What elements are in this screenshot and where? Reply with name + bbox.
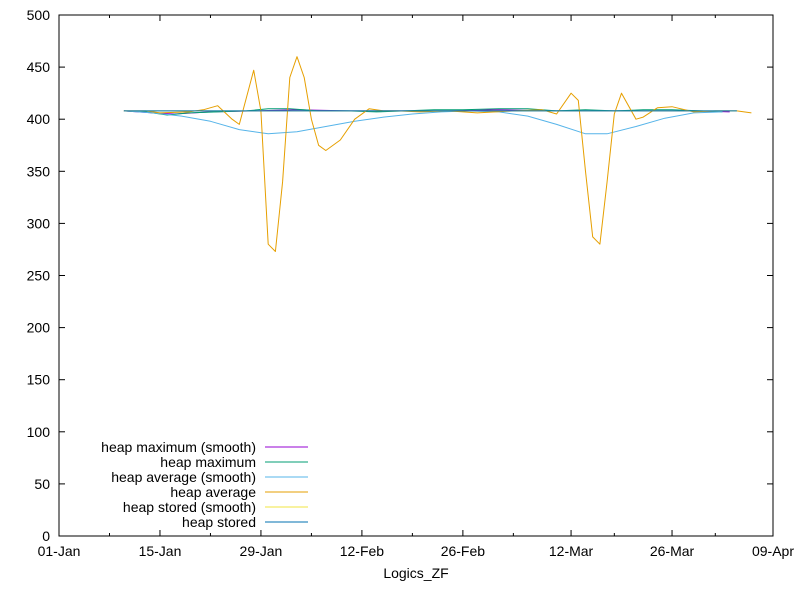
x-tick-label: 26-Feb — [441, 543, 486, 559]
y-tick-label: 100 — [27, 424, 51, 440]
x-tick-label: 26-Mar — [650, 543, 695, 559]
y-tick-label: 250 — [27, 268, 51, 284]
x-tick-label: 09-Apr — [752, 543, 794, 559]
y-tick-label: 350 — [27, 163, 51, 179]
y-tick-label: 450 — [27, 59, 51, 75]
y-tick-label: 50 — [34, 476, 50, 492]
legend-label: heap average — [170, 484, 256, 500]
y-tick-label: 300 — [27, 215, 51, 231]
y-tick-label: 0 — [42, 528, 50, 544]
x-tick-label: 12-Feb — [340, 543, 385, 559]
series-layer — [123, 56, 752, 252]
legend-label: heap maximum (smooth) — [101, 439, 256, 455]
legend-label: heap stored — [182, 514, 256, 530]
y-tick-label: 200 — [27, 320, 51, 336]
x-tick-label: 12-Mar — [549, 543, 594, 559]
legend-label: heap average (smooth) — [111, 469, 256, 485]
x-axis: 01-Jan 15-Jan 29-Jan 12-Feb 26-Feb 12-Mar 26-M… — [38, 15, 794, 559]
legend-label: heap maximum — [160, 454, 256, 470]
x-tick-label: 01-Jan — [38, 543, 81, 559]
y-tick-label: 500 — [27, 7, 51, 23]
x-tick-label: 15-Jan — [139, 543, 182, 559]
y-axis: 0 50 100 150 200 250 300 350 400 450 500 — [27, 7, 773, 544]
y-tick-label: 400 — [27, 111, 51, 127]
series-line — [123, 110, 723, 135]
x-axis-label: Logics_ZF — [383, 565, 448, 581]
x-tick-label: 29-Jan — [240, 543, 283, 559]
legend-label: heap stored (smooth) — [123, 499, 256, 515]
y-tick-label: 150 — [27, 372, 51, 388]
